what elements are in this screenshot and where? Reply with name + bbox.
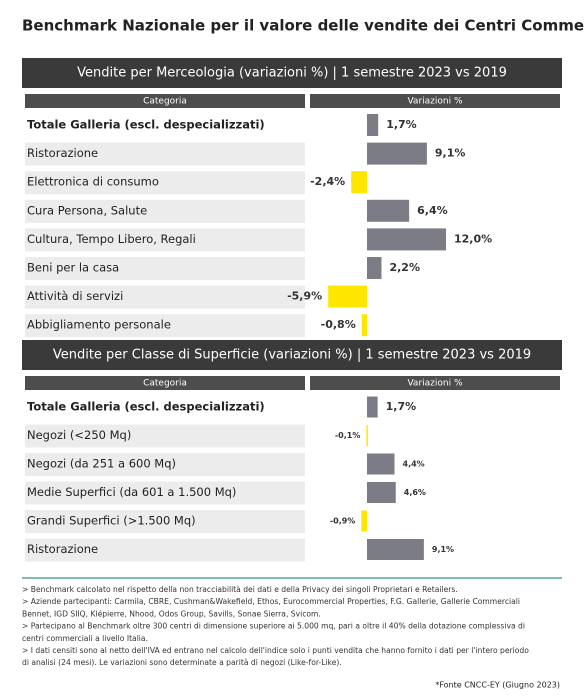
row-background (25, 314, 305, 338)
note-line: > Aziende partecipanti: Carmila, CBRE, C… (22, 597, 520, 606)
row-label: Cura Persona, Salute (27, 203, 147, 217)
value-label: 6,4% (417, 204, 448, 217)
value-label: 4,6% (404, 488, 426, 497)
value-label: 12,0% (454, 232, 492, 245)
note-line: > Partecipano al Benchmark oltre 300 cen… (22, 622, 525, 631)
row-background (25, 142, 305, 166)
row-label: Totale Galleria (escl. despecializzati) (27, 400, 265, 414)
row-label: Abbigliamento personale (27, 318, 171, 332)
row-label: Elettronica di consumo (27, 175, 159, 189)
bar (367, 199, 410, 222)
row-label: Totale Galleria (escl. despecializzati) (27, 118, 265, 132)
row-background (25, 199, 305, 223)
note-line: Bennet, IGD SIIQ, Klépierre, Nhood, Odos… (22, 609, 321, 618)
bar (367, 396, 378, 418)
value-label: 4,4% (403, 460, 425, 469)
column-header (310, 376, 560, 390)
bar (367, 539, 424, 560)
bar (367, 142, 427, 165)
row-background (25, 228, 305, 252)
column-header (25, 94, 305, 108)
row-background (25, 538, 305, 562)
note-line: centri commerciali a livello Italia. (22, 634, 148, 643)
bar (367, 257, 382, 279)
note-line: di analisi (24 mesi). Le variazioni sono… (22, 658, 342, 667)
bar (361, 314, 367, 337)
row-label: Ristorazione (27, 542, 98, 556)
row-background (25, 285, 305, 309)
row-label: Cultura, Tempo Libero, Regali (27, 232, 196, 246)
row-label: Negozi (<250 Mq) (27, 428, 131, 442)
value-label: -2,4% (310, 175, 345, 188)
row-background (25, 171, 305, 195)
section-header (22, 58, 562, 88)
section-title: Vendite per Classe di Superficie (variaz… (53, 348, 531, 363)
row-label: Attività di servizi (27, 289, 123, 303)
value-label: -0,1% (335, 431, 361, 440)
section-title: Vendite per Merceologia (variazioni %) |… (77, 66, 507, 81)
row-background (25, 424, 305, 448)
bar (351, 171, 367, 194)
section-header (22, 340, 562, 370)
value-label: -5,9% (287, 290, 322, 303)
row-background (25, 453, 305, 476)
row-label: Beni per la casa (27, 261, 119, 275)
value-label: 2,2% (389, 261, 420, 274)
row-label: Negozi (da 251 a 600 Mq) (27, 457, 176, 471)
bar (361, 510, 367, 532)
row-label: Ristorazione (27, 146, 98, 160)
note-line: > I dati censiti sono al netto dell'IVA … (22, 646, 529, 655)
value-label: -0,8% (321, 318, 356, 331)
bar (367, 114, 379, 136)
column-header (25, 376, 305, 390)
column-header (310, 94, 560, 108)
value-label: 9,1% (432, 545, 454, 554)
column-header-label: Variazioni % (407, 97, 462, 107)
row-background (25, 481, 305, 505)
column-header-label: Variazioni % (407, 379, 462, 389)
bar (328, 285, 367, 308)
note-line: > Benchmark calcolato nel rispetto della… (22, 585, 458, 594)
bar (367, 482, 396, 503)
bar (366, 425, 368, 446)
value-label: 1,7% (386, 118, 417, 131)
row-label: Medie Superfici (da 601 a 1.500 Mq) (27, 485, 236, 499)
row-background (25, 257, 305, 280)
row-background (25, 510, 305, 533)
page-title: Benchmark Nazionale per il valore delle … (22, 17, 584, 35)
bar (367, 453, 395, 475)
value-label: -0,9% (330, 517, 356, 526)
value-label: 9,1% (435, 147, 466, 160)
column-header-label: Categoria (143, 97, 187, 107)
column-header-label: Categoria (143, 379, 187, 389)
row-label: Grandi Superfici (>1.500 Mq) (27, 514, 196, 528)
source: *Fonte CNCC-EY (Giugno 2023) (435, 681, 560, 690)
value-label: 1,7% (386, 400, 417, 413)
bar (367, 228, 446, 251)
